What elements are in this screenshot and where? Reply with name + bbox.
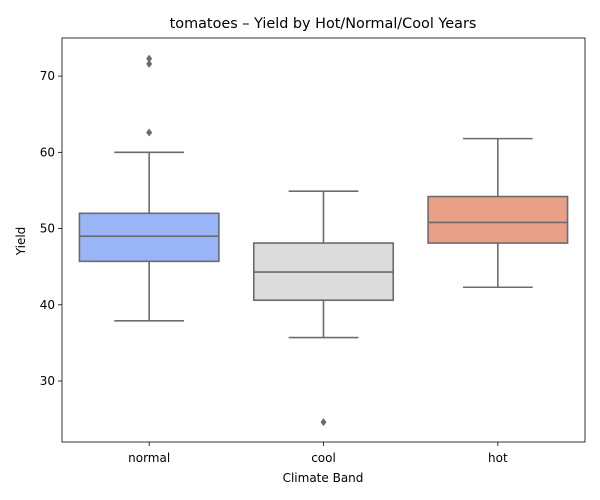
y-tick-label: 50	[40, 222, 55, 236]
y-tick-label: 60	[40, 145, 55, 159]
box-group-cool	[252, 190, 395, 427]
outlier-point	[146, 128, 153, 137]
x-tick-label: cool	[311, 451, 336, 465]
iqr-box	[78, 212, 220, 263]
x-axis: normal cool hot	[128, 442, 508, 465]
y-tick-label: 40	[40, 298, 55, 312]
chart-title: tomatoes – Yield by Hot/Normal/Cool Year…	[170, 16, 477, 32]
outlier-point	[320, 418, 327, 427]
x-axis-label: Climate Band	[283, 471, 364, 485]
iqr-box	[427, 195, 569, 244]
y-tick-label: 30	[40, 374, 55, 388]
y-axis-label: Yield	[14, 227, 28, 257]
y-axis: 30 40 50 60 70	[40, 69, 62, 388]
outlier-point	[146, 59, 153, 68]
box-group-hot	[427, 137, 569, 289]
outlier-point	[146, 54, 153, 63]
x-tick-label: hot	[488, 451, 508, 465]
box-group-normal	[78, 54, 220, 322]
boxes-layer	[78, 54, 569, 427]
x-tick-label: normal	[128, 451, 170, 465]
y-tick-label: 70	[40, 69, 55, 83]
